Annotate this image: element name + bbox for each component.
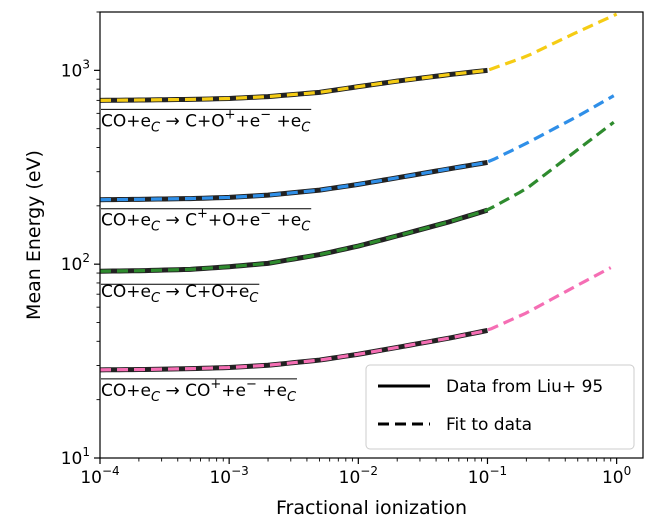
- x-tick-label-3: 10−1: [468, 464, 507, 488]
- series-layer: [100, 12, 618, 373]
- reaction-label-0: CO+eC → C+O++e− +eC: [101, 107, 311, 135]
- y-tick-label-2: 103: [61, 57, 90, 81]
- reaction-label-2: CO+eC → C+O+eC: [101, 282, 259, 306]
- fit-line-1: [100, 94, 615, 202]
- legend-box: [365, 364, 635, 450]
- tick-layer: 10−4 10−3 10−2 10−1 100 101 102 103: [61, 11, 631, 488]
- fit-line-3: [100, 266, 612, 372]
- reaction-label-1: CO+eC → C++O+e− +eC: [101, 207, 311, 235]
- plot-frame: [99, 11, 644, 459]
- series-2: [100, 120, 615, 274]
- x-tick-label-0: 10−4: [80, 464, 119, 488]
- x-axis-label: Fractional ionization: [276, 497, 467, 519]
- y-tick-label-1: 102: [61, 251, 90, 275]
- legend: Data from Liu+ 95 Fit to data: [365, 364, 635, 450]
- x-tick-label-4: 100: [602, 464, 631, 488]
- y-tick-label-0: 101: [61, 445, 90, 469]
- series-1: [100, 94, 615, 203]
- series-0: [100, 12, 618, 103]
- fit-line-2: [100, 120, 615, 273]
- legend-label-data: Data from Liu+ 95: [446, 377, 603, 397]
- x-tick-label-1: 10−3: [209, 464, 248, 488]
- fit-line-0: [100, 12, 618, 102]
- legend-label-fit: Fit to data: [446, 415, 532, 435]
- x-tick-label-2: 10−2: [339, 464, 378, 488]
- annotation-layer: CO+eC → C+O++e− +eC CO+eC → C++O+e− +eC CO…: [101, 107, 312, 405]
- y-axis-label: Mean Energy (eV): [23, 150, 45, 320]
- reaction-label-3: CO+eC → CO++e− +eC: [101, 377, 297, 405]
- series-3: [100, 266, 612, 373]
